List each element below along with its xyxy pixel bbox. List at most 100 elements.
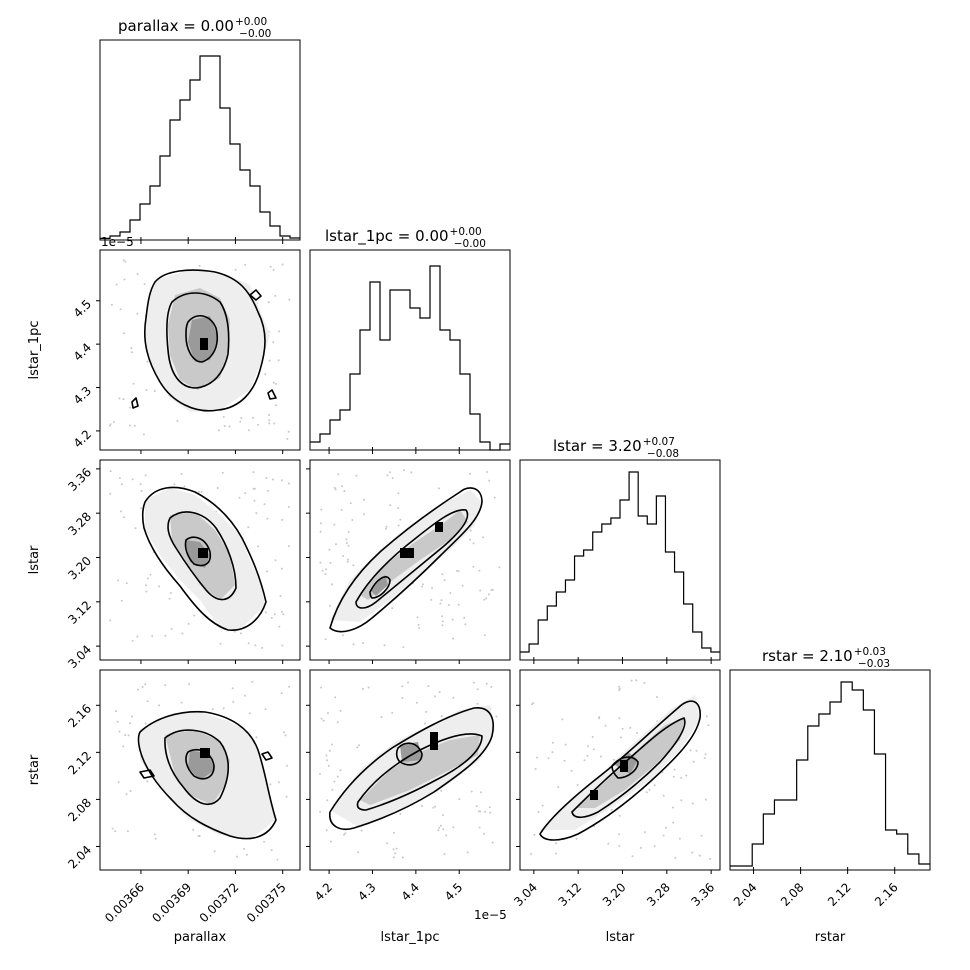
sample-point <box>125 582 128 585</box>
sample-point <box>397 492 400 495</box>
sample-point <box>680 799 683 802</box>
ylabel-rstar: rstar <box>27 754 42 785</box>
hist-bin <box>656 496 665 660</box>
sample-point <box>141 686 144 688</box>
sample-point <box>136 273 139 275</box>
sample-point <box>213 850 216 853</box>
sample-point <box>222 416 225 418</box>
sample-point <box>586 754 589 757</box>
sample-point <box>123 278 126 281</box>
x-tick-label-rstar: 2.08 <box>778 880 807 909</box>
sample-point <box>333 486 336 489</box>
sample-point <box>618 814 621 817</box>
sample-point <box>483 634 486 637</box>
hist-bin <box>584 550 593 660</box>
sample-point <box>120 483 123 486</box>
sample-point <box>391 607 394 610</box>
hist-bin <box>786 800 797 870</box>
sample-point <box>618 685 621 688</box>
sample-point <box>132 382 135 385</box>
sample-point <box>117 781 120 784</box>
sample-point <box>153 390 156 392</box>
sample-point <box>319 561 322 564</box>
sample-point <box>217 429 220 432</box>
sample-point <box>280 692 283 695</box>
sample-point <box>443 579 446 582</box>
sample-point <box>158 704 160 707</box>
sample-point <box>591 735 594 738</box>
y-tick-label-lstar: 3.36 <box>65 465 94 494</box>
sample-point <box>476 688 479 691</box>
sample-point <box>427 685 430 688</box>
sample-point <box>136 312 139 315</box>
sample-point <box>401 856 404 859</box>
sample-point <box>357 851 359 854</box>
panel-hist-parallax <box>99 39 301 241</box>
sample-point <box>198 490 200 493</box>
sample-point <box>118 477 121 479</box>
sample-point <box>252 471 255 474</box>
sample-point <box>268 414 270 416</box>
sample-point <box>395 847 398 850</box>
sample-point <box>109 492 112 495</box>
sample-point <box>707 724 710 727</box>
title-parallax: parallax = 0.00+0.00 −0.00 <box>118 16 271 40</box>
sample-point <box>360 829 363 832</box>
sample-point <box>109 423 112 426</box>
sample-point <box>629 726 632 729</box>
xlabel-lstar-1pc: lstar_1pc <box>381 930 440 945</box>
sample-point <box>319 530 322 533</box>
sample-point <box>673 768 676 771</box>
sample-point <box>410 471 413 474</box>
sample-point <box>325 754 328 757</box>
sample-point <box>180 701 183 704</box>
hist-bin <box>460 374 470 450</box>
sample-point <box>285 795 288 798</box>
sample-point <box>129 790 132 792</box>
sample-point <box>441 620 444 623</box>
sample-point <box>336 775 339 778</box>
sample-point <box>392 848 395 851</box>
sample-point <box>188 683 191 686</box>
sample-point <box>255 512 258 515</box>
sample-point <box>274 294 277 297</box>
sample-point <box>130 715 133 718</box>
sample-point <box>472 565 475 568</box>
sample-point <box>618 845 621 847</box>
sample-point <box>272 478 274 481</box>
sample-point <box>469 529 472 532</box>
sample-point <box>266 517 269 520</box>
x-tick-label-rstar: 2.04 <box>731 880 760 909</box>
sample-point <box>243 847 245 850</box>
hist-bin <box>210 56 220 240</box>
sample-point <box>277 781 280 784</box>
sample-point <box>363 513 365 516</box>
sample-point <box>154 837 157 840</box>
title-lstar-1pc: lstar_1pc = 0.00+0.00 −0.00 <box>325 226 486 250</box>
sample-point <box>325 568 328 571</box>
sample-point <box>255 736 258 739</box>
sample-point <box>327 712 329 715</box>
sample-point <box>257 545 260 548</box>
sample-point <box>612 758 615 761</box>
sample-point <box>691 851 694 854</box>
hist-bin <box>593 532 602 660</box>
sample-point <box>169 591 172 594</box>
sample-point <box>280 567 283 570</box>
sample-point <box>598 716 601 719</box>
sample-point <box>470 790 473 793</box>
sample-point <box>120 599 123 602</box>
sample-point <box>283 731 286 734</box>
sample-point <box>433 695 436 698</box>
sample-point <box>327 764 330 767</box>
hist-frame <box>99 39 301 241</box>
hist-bin <box>150 186 160 240</box>
sample-point <box>347 544 350 547</box>
x-tick-label-lstar: 3.20 <box>600 880 629 909</box>
sample-point <box>333 780 336 783</box>
sample-point <box>530 852 532 855</box>
sample-point <box>325 829 328 832</box>
sample-point <box>142 433 145 436</box>
sample-point <box>180 472 183 475</box>
sample-point <box>118 397 121 400</box>
